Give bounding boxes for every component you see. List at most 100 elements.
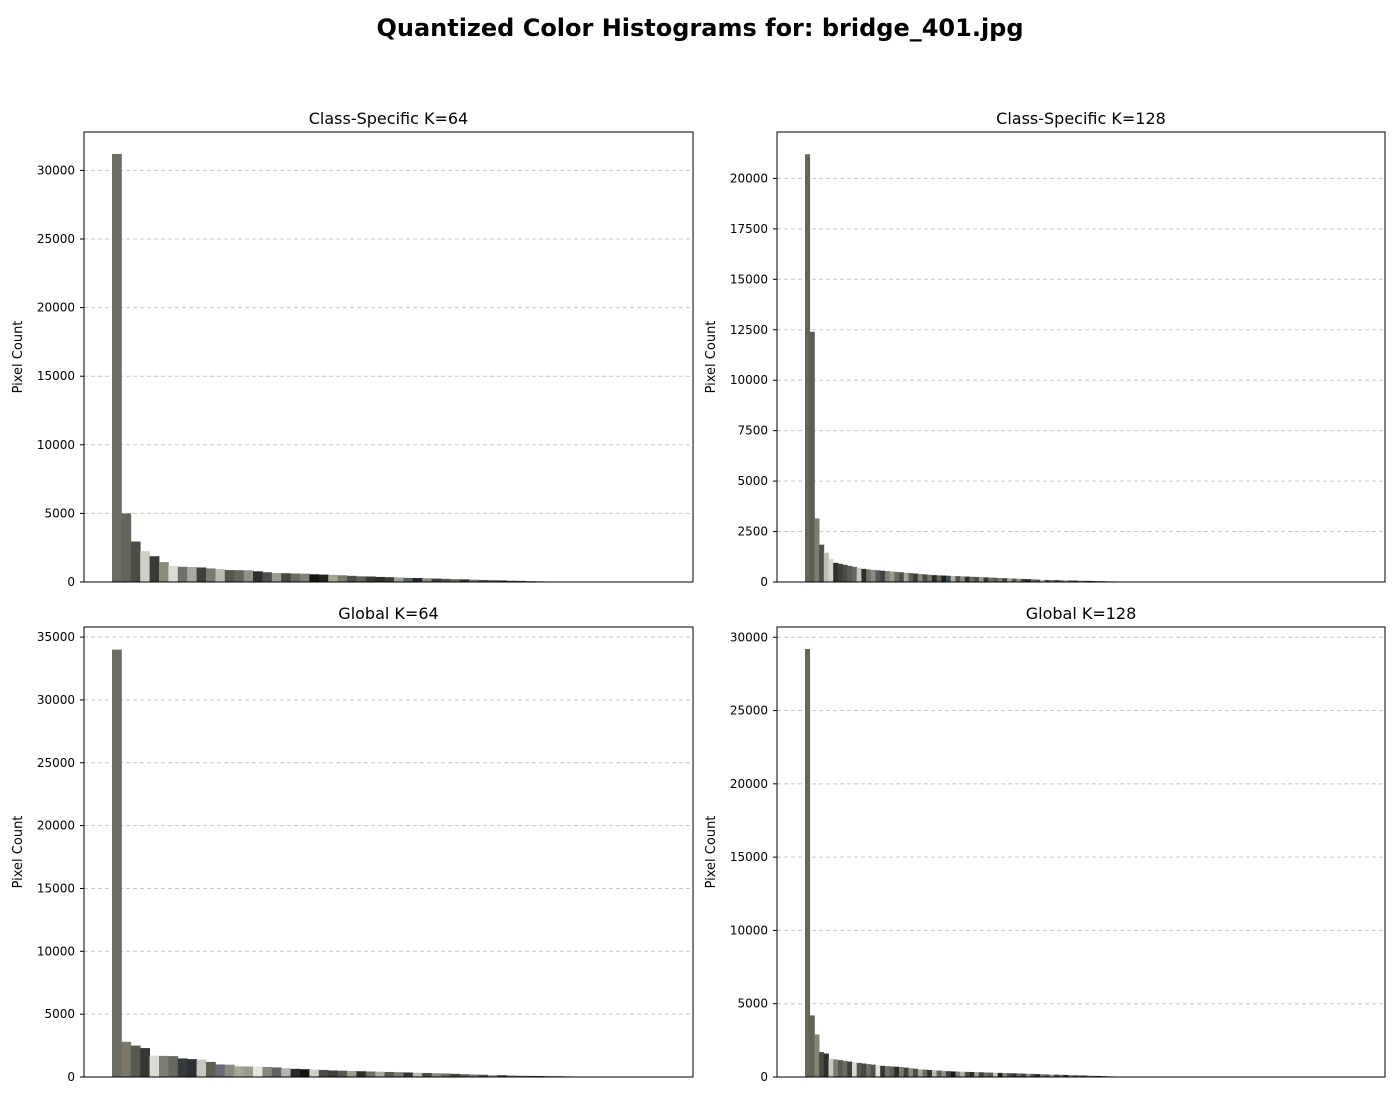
bar <box>206 568 216 582</box>
bar <box>917 573 923 582</box>
bar <box>478 579 489 582</box>
bar <box>243 570 254 582</box>
bar <box>1058 580 1064 582</box>
bar <box>506 1075 517 1077</box>
bar <box>422 1072 432 1077</box>
bar <box>1054 580 1060 582</box>
y-axis-label: Pixel Count <box>704 816 719 889</box>
bar <box>309 1069 320 1077</box>
bar <box>983 577 989 582</box>
bar <box>903 1067 909 1077</box>
bar <box>281 573 291 582</box>
bar <box>1068 580 1074 582</box>
bar <box>899 1067 905 1077</box>
bar <box>450 1073 461 1077</box>
bar <box>469 1074 479 1077</box>
bar <box>1016 1073 1022 1077</box>
bar <box>852 1062 858 1077</box>
y-tick-label: 25000 <box>37 756 75 770</box>
bar <box>955 1071 961 1077</box>
y-tick-label: 25000 <box>730 704 768 718</box>
bar <box>946 1071 952 1077</box>
bar <box>922 1069 928 1077</box>
bar <box>847 565 853 582</box>
bar <box>394 577 404 582</box>
bar <box>884 1066 890 1077</box>
bar <box>394 1072 404 1077</box>
bar <box>403 577 414 582</box>
bar <box>894 571 900 582</box>
bar <box>955 576 961 582</box>
bar <box>842 564 848 582</box>
bar <box>1044 1074 1050 1077</box>
bar <box>328 574 338 582</box>
bar <box>931 575 937 582</box>
bar <box>516 1075 526 1077</box>
bar <box>809 1015 815 1077</box>
bar <box>842 1060 848 1077</box>
y-tick-label: 30000 <box>37 163 75 177</box>
y-tick-label: 5000 <box>737 997 768 1011</box>
y-tick-label: 10000 <box>730 373 768 387</box>
y-tick-label: 2500 <box>737 525 768 539</box>
bar <box>805 648 811 1077</box>
bar <box>1072 1075 1078 1077</box>
chart-title: Global K=128 <box>1026 604 1137 623</box>
bar <box>1054 1074 1060 1077</box>
bar <box>908 1068 914 1077</box>
plot-frame <box>83 626 694 1078</box>
bar <box>1040 1074 1046 1077</box>
bar <box>1025 579 1031 582</box>
y-tick-label: 20000 <box>37 819 75 833</box>
bar <box>833 562 839 582</box>
bar <box>243 1066 254 1077</box>
bar <box>823 1053 829 1077</box>
bar <box>988 1072 994 1077</box>
bar <box>875 1065 881 1077</box>
bar <box>1040 579 1046 582</box>
bar <box>431 578 442 582</box>
bar <box>159 1055 169 1077</box>
bar <box>1021 578 1027 582</box>
bar <box>459 1074 470 1077</box>
bar <box>469 579 479 582</box>
y-tick-label: 30000 <box>37 693 75 707</box>
bar <box>262 572 273 582</box>
bar <box>403 1072 414 1077</box>
bar <box>805 154 811 582</box>
bar <box>130 541 141 582</box>
bar <box>1030 1073 1036 1077</box>
bar <box>988 577 994 582</box>
bar <box>809 331 815 582</box>
bar <box>168 565 179 582</box>
bar <box>441 578 451 582</box>
bar <box>478 1074 489 1077</box>
y-tick-label: 0 <box>760 1070 768 1084</box>
plot-frame <box>776 131 1386 583</box>
bar <box>814 518 820 582</box>
bar <box>1011 1073 1017 1077</box>
bar <box>889 1066 895 1077</box>
y-axis-label: Pixel Count <box>11 816 26 889</box>
bar <box>922 574 928 582</box>
bar <box>375 1071 385 1077</box>
bar <box>828 1058 834 1077</box>
bar <box>1007 1073 1013 1077</box>
y-tick-label: 0 <box>67 575 75 589</box>
bar <box>224 1064 235 1077</box>
bar <box>253 571 263 582</box>
bar <box>941 1070 947 1077</box>
bar <box>140 1048 150 1077</box>
bar <box>1087 580 1093 582</box>
bar <box>936 575 942 582</box>
bar <box>253 1066 263 1077</box>
bar <box>375 576 385 582</box>
bar <box>1091 580 1097 582</box>
y-tick-label: 10000 <box>37 944 75 958</box>
bar <box>917 1069 923 1077</box>
bar <box>964 576 970 582</box>
bar <box>1063 580 1069 582</box>
y-tick-label: 15000 <box>37 369 75 383</box>
bar <box>384 577 395 582</box>
bar <box>271 1067 282 1077</box>
